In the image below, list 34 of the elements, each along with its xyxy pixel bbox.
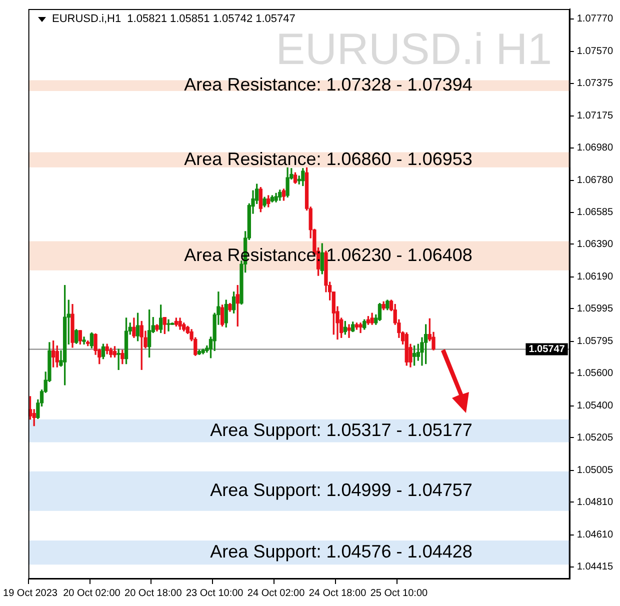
- y-tick-label: 1.04810: [576, 496, 614, 508]
- y-tick-label: 1.05400: [576, 400, 614, 412]
- x-tick-label: 20 Oct 18:00: [124, 588, 182, 599]
- candlestick: [347, 324, 351, 338]
- x-tick-label: 19 Oct 2023: [3, 588, 58, 599]
- y-tick-label: 1.04610: [576, 530, 614, 541]
- x-tick-label: 23 Oct 10:00: [186, 588, 244, 599]
- y-tick-label: 1.06190: [576, 272, 614, 283]
- band-label: Area Resistance: 1.07328 - 1.07394: [184, 74, 472, 95]
- band-label: Area Support: 1.05317 - 1.05177: [210, 420, 472, 440]
- chart-title: EURUSD.i,H1 1.05821 1.05851 1.05742 1.05747: [52, 13, 296, 25]
- y-tick-label: 1.06390: [576, 238, 614, 250]
- x-tick-label: 20 Oct 02:00: [63, 588, 121, 599]
- x-tick-label: 25 Oct 10:00: [370, 588, 428, 599]
- y-tick-label: 1.05995: [576, 303, 614, 314]
- y-tick-label: 1.07770: [576, 14, 614, 25]
- y-tick-label: 1.05600: [576, 368, 614, 379]
- y-tick-label: 1.05005: [576, 465, 614, 476]
- band-label: Area Support: 1.04999 - 1.04757: [210, 480, 472, 500]
- x-tick-label: 24 Oct 02:00: [247, 588, 306, 599]
- y-tick-label: 1.06980: [576, 142, 614, 154]
- candlestick: [166, 319, 170, 332]
- y-tick-label: 1.07175: [576, 110, 614, 122]
- y-tick-label: 1.06780: [576, 175, 614, 186]
- y-tick-label: 1.07375: [576, 78, 614, 90]
- y-tick-label: 1.06585: [576, 207, 614, 218]
- x-tick-label: 24 Oct 18:00: [308, 588, 367, 599]
- y-tick-label: 1.05205: [576, 432, 614, 444]
- y-tick-label: 1.07570: [576, 46, 614, 58]
- ref-line-label: 1.05747: [528, 344, 566, 355]
- y-tick-label: 1.04415: [576, 562, 614, 572]
- band-label: Area Support: 1.04576 - 1.04428: [210, 542, 472, 562]
- band-label: Area Resistance: 1.06860 - 1.06953: [184, 148, 472, 169]
- y-tick-label: 1.05795: [576, 336, 614, 348]
